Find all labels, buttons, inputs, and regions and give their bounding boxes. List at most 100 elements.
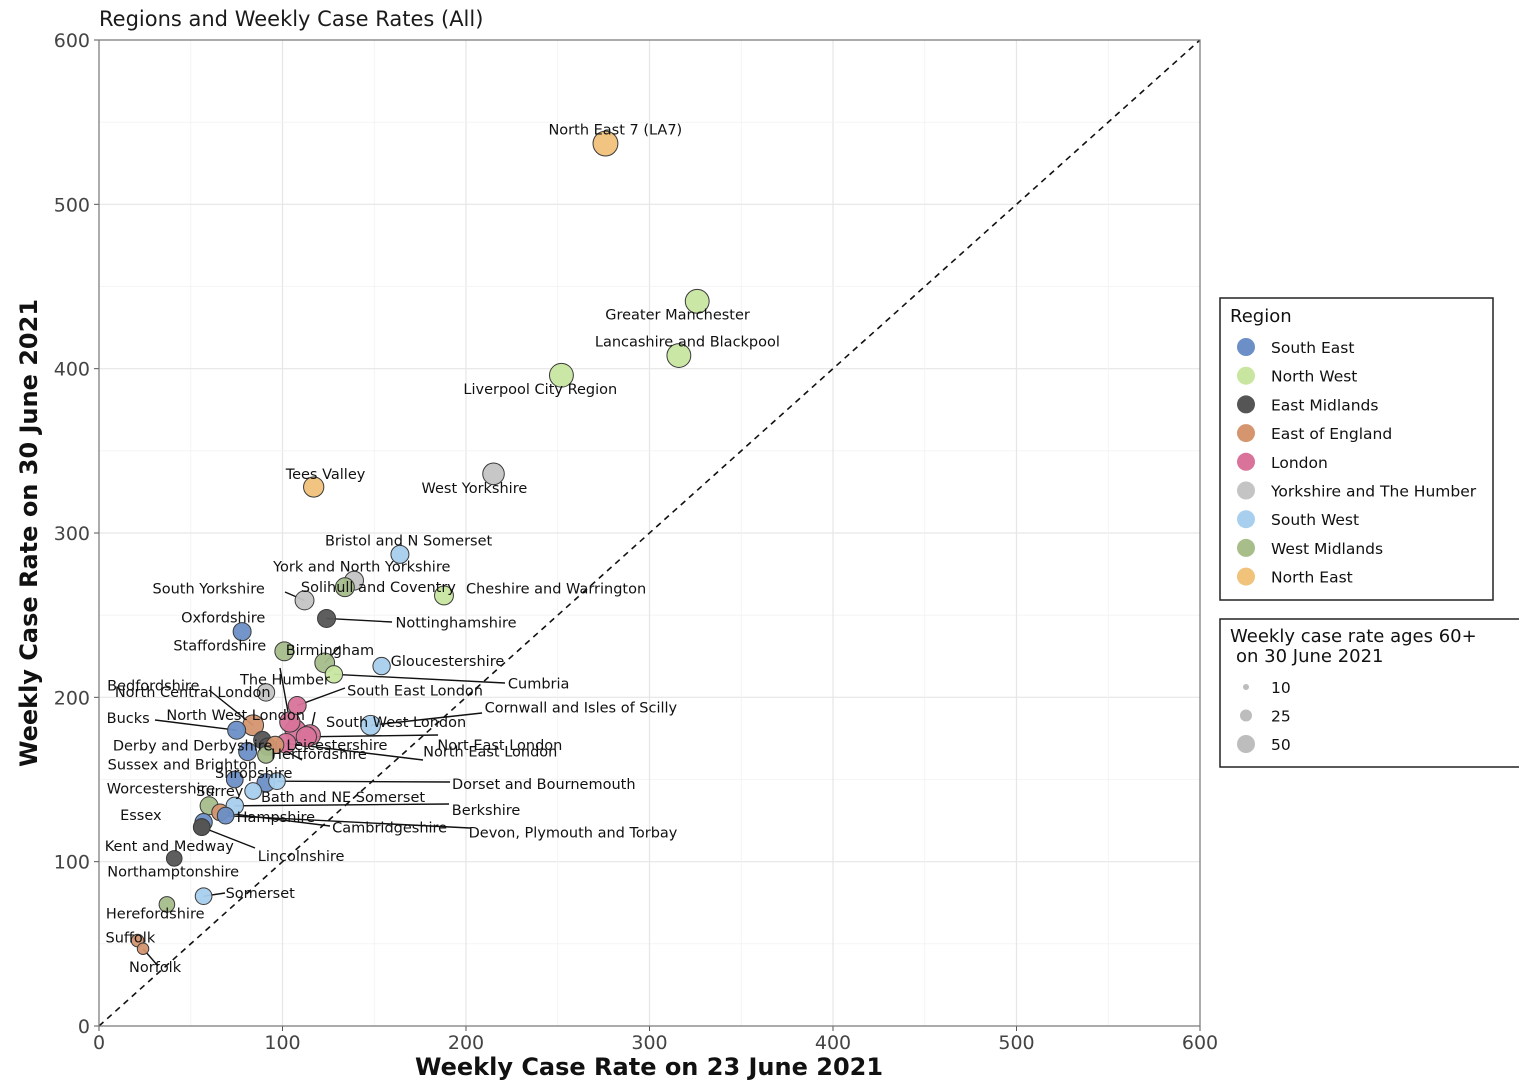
y-tick-label: 500 xyxy=(54,194,90,216)
label-cornwall-and-isles-of-scilly: Cornwall and Isles of Scilly xyxy=(485,700,678,716)
label-the-humber: The Humber xyxy=(239,672,330,688)
leader-bucks xyxy=(154,719,237,731)
label-bucks: Bucks xyxy=(107,711,150,727)
point-cheshire-and-warrington xyxy=(434,585,454,606)
legend-label-west-midlands: West Midlands xyxy=(1271,540,1383,558)
point-staffordshire xyxy=(274,641,295,662)
leader-lincolnshire xyxy=(201,826,256,849)
label-dorset-and-bournemouth: Dorset and Bournemouth xyxy=(452,777,636,793)
label-surrey: Surrey xyxy=(196,784,244,800)
point-sussex-and-brighton xyxy=(238,742,258,762)
size-label-50: 50 xyxy=(1271,736,1291,754)
leader-cambridgeshire xyxy=(220,811,331,827)
label-north-west-london: North West London xyxy=(166,708,305,724)
region-legend-frame xyxy=(1219,297,1494,601)
point-herefordshire xyxy=(158,896,176,913)
point-south-east-london xyxy=(287,696,307,716)
label-northamptonshire: Northamptonshire xyxy=(107,864,239,880)
label-bath-and-ne-somerset: Bath and NE Somerset xyxy=(261,790,425,806)
point-northamptonshire xyxy=(165,850,183,867)
label-nottinghamshire: Nottinghamshire xyxy=(396,615,517,631)
point-the-humber xyxy=(256,683,276,702)
label-norfolk: Norfolk xyxy=(129,960,182,976)
y-tick-label: 300 xyxy=(54,523,90,545)
legend-label-north-east: North East xyxy=(1271,569,1353,587)
size-legend-title-line1: Weekly case rate ages 60+ xyxy=(1230,626,1477,647)
legend-key-london xyxy=(1237,452,1255,471)
size-legend: Weekly case rate ages 60+ on 30 June 202… xyxy=(1219,618,1519,768)
legend-key-east-midlands xyxy=(1237,395,1255,414)
leader-dorset-and-bournemouth xyxy=(276,780,451,783)
size-label-25: 25 xyxy=(1271,708,1291,726)
label-leicestershire: Leicestershire xyxy=(286,738,387,754)
x-tick-label: 400 xyxy=(815,1032,851,1054)
leader-nort-east-london xyxy=(306,734,439,738)
label-north-east-london: North East London xyxy=(423,744,557,760)
size-key-25 xyxy=(1240,709,1252,722)
x-tick-label: 600 xyxy=(1182,1032,1218,1054)
point-lancashire-and-blackpool xyxy=(666,343,692,368)
label-bristol-and-n-somerset: Bristol and N Somerset xyxy=(325,533,493,549)
leader-devon-plymouth-and-torbay xyxy=(225,814,471,829)
label-york-and-north-yorkshire: York and North Yorkshire xyxy=(272,560,450,576)
point-north-east-7-la7 xyxy=(592,130,619,157)
label-berkshire: Berkshire xyxy=(452,803,521,819)
legend-label-north-west: North West xyxy=(1271,368,1357,386)
label-hertfordshire: Hertfordshire xyxy=(271,747,367,763)
label-bedfordshire: Bedfordshire xyxy=(107,678,199,694)
size-key-10 xyxy=(1243,684,1249,690)
x-tick-label: 200 xyxy=(448,1032,484,1054)
label-suffolk: Suffolk xyxy=(106,931,156,947)
size-legend-frame xyxy=(1219,618,1519,768)
point-cumbria xyxy=(324,665,344,684)
point-norfolk xyxy=(136,942,150,956)
region-legend-items: South East North West East Midlands East of… xyxy=(1237,338,1477,587)
leader-cornwall-and-isles-of-scilly xyxy=(370,712,483,726)
label-gloucestershire: Gloucestershire xyxy=(391,654,505,670)
label-tees-valley: Tees Valley xyxy=(285,467,366,483)
point-bristol-and-n-somerset xyxy=(390,544,410,564)
point-north-central-london xyxy=(279,711,301,733)
point-shropshire xyxy=(257,745,275,764)
x-tick-label: 300 xyxy=(631,1032,667,1054)
label-sussex-and-brighton: Sussex and Brighton xyxy=(108,758,257,774)
label-north-central-london: North Central London xyxy=(115,685,271,701)
point-tees-valley xyxy=(303,476,325,498)
label-greater-manchester: Greater Manchester xyxy=(605,307,750,323)
y-tick-label: 600 xyxy=(54,30,90,52)
point-lincolnshire xyxy=(192,818,211,837)
label-staffordshire: Staffordshire xyxy=(173,638,266,654)
size-key-50 xyxy=(1237,735,1255,753)
data-points xyxy=(130,130,710,956)
point-gloucestershire xyxy=(372,656,391,676)
point-nort-east-london xyxy=(295,726,317,748)
legend-label-east-of-england: East of England xyxy=(1271,425,1392,443)
point-bucks xyxy=(227,720,247,740)
x-tick-label: 0 xyxy=(93,1032,105,1054)
chart-title: Regions and Weekly Case Rates (All) xyxy=(99,7,483,31)
point-somerset xyxy=(194,887,213,906)
point-greater-manchester xyxy=(684,288,710,314)
label-lincolnshire: Lincolnshire xyxy=(258,849,345,865)
leader-berkshire xyxy=(234,803,450,807)
label-cheshire-and-warrington: Cheshire and Warrington xyxy=(466,581,646,597)
x-tick-label: 500 xyxy=(998,1032,1034,1054)
y-tick-label: 0 xyxy=(78,1016,90,1038)
label-south-west-london: South West London xyxy=(326,715,466,731)
label-birmingham: Birmingham xyxy=(286,643,374,659)
label-north-east-7-la7: North East 7 (LA7) xyxy=(548,123,682,139)
label-liverpool-city-region: Liverpool City Region xyxy=(463,382,617,398)
label-hampshire: Hampshire xyxy=(237,810,316,826)
label-herefordshire: Herefordshire xyxy=(106,906,205,922)
label-kent-and-medway: Kent and Medway xyxy=(105,839,234,855)
legend-label-london: London xyxy=(1271,454,1328,472)
legend-label-east-midlands: East Midlands xyxy=(1271,396,1378,414)
legend-key-south-west xyxy=(1237,510,1255,529)
x-axis-title: Weekly Case Rate on 23 June 2021 xyxy=(415,1053,883,1081)
label-south-east-london: South East London xyxy=(347,684,483,700)
point-south-yorkshire xyxy=(294,590,315,611)
y-tick-label: 400 xyxy=(54,359,90,381)
point-solihull-and-coventry xyxy=(334,577,355,598)
size-legend-title-line2: on 30 June 2021 xyxy=(1236,646,1384,667)
